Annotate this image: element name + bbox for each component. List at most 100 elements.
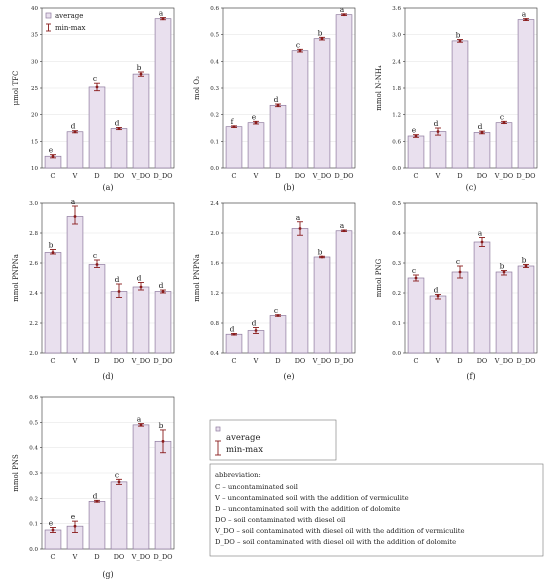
mean-marker	[161, 290, 165, 293]
bar-C	[407, 277, 425, 354]
mean-marker	[502, 121, 506, 125]
mean-marker	[139, 72, 143, 76]
abbreviation-item: C – uncontaminated soil	[215, 483, 298, 491]
bar-V_DO	[132, 424, 150, 550]
x-tick-label: D_DO	[153, 357, 172, 365]
chart-f: 0.0 0.1 0.2 0.3 0.4 0.5 mmol PNG c Cd Vc Da DO b V_DO…	[375, 201, 538, 381]
plot-frame	[41, 396, 175, 550]
mean-marker	[458, 270, 462, 274]
significance-letter: a	[340, 221, 345, 230]
bar-C	[407, 135, 425, 169]
panel-label: (d)	[102, 372, 113, 381]
bar-V	[247, 122, 265, 169]
abbreviation-item: DO – soil contaminated with diesel oil	[215, 516, 345, 524]
significance-letter: c	[93, 74, 97, 83]
panel-label: (c)	[466, 183, 477, 192]
significance-letter: e	[252, 112, 257, 121]
panel-label: (a)	[102, 183, 113, 192]
mean-marker	[161, 439, 165, 443]
bar-V_DO	[495, 122, 513, 169]
mean-marker	[95, 263, 99, 266]
y-tick-label: 0.3	[210, 86, 219, 92]
x-tick-label: D	[94, 553, 99, 561]
bar-D	[269, 315, 287, 354]
significance-letter: d	[159, 281, 164, 290]
y-tick-label: 0.5	[29, 420, 38, 426]
main-legend-label-average: average	[226, 433, 261, 443]
bar-D_DO	[517, 19, 535, 169]
x-tick-label: D	[94, 172, 99, 180]
main-legend-box	[209, 419, 337, 461]
chart-g: 0.0 0.1 0.2 0.3 0.4 0.5 0.6 mmol PNS e Ce Vd Dc DO a V…	[12, 395, 175, 579]
significance-letter: d	[115, 118, 120, 127]
bar-D_DO	[335, 230, 353, 354]
significance-letter: b	[522, 256, 527, 265]
chart-a: 10 15 20 25 30 35 40 μmol TFC e Cd Vc Dd DO b V_DO a D_D…	[12, 6, 175, 192]
y-tick-label: 1.2	[210, 291, 219, 297]
main-legend: average min-max	[209, 419, 337, 461]
bar-D	[88, 264, 106, 354]
mean-marker	[320, 37, 324, 41]
plot-frame	[404, 7, 538, 169]
y-tick-label: 0.1	[392, 321, 401, 327]
y-tick-label: 1.6	[210, 261, 219, 267]
x-tick-label: DO	[295, 172, 306, 180]
mean-marker	[436, 294, 440, 298]
y-tick-label: 0.3	[392, 261, 401, 267]
mean-marker	[161, 17, 165, 21]
y-tick-label: 0.5	[392, 201, 401, 207]
x-tick-label: DO	[114, 553, 125, 561]
x-tick-label: C	[232, 357, 237, 365]
significance-letter: c	[115, 470, 119, 479]
significance-letter: a	[478, 229, 483, 238]
y-tick-label: 2.0	[210, 231, 219, 237]
x-tick-label: DO	[114, 172, 125, 180]
significance-letter: c	[412, 266, 416, 275]
significance-letter: e	[49, 146, 54, 155]
y-tick-label: 2.4	[29, 291, 38, 297]
bar-D_DO	[154, 440, 172, 550]
bar-V_DO	[495, 271, 513, 354]
bar-DO	[291, 50, 309, 169]
bar-V	[429, 131, 447, 169]
bar-V	[66, 131, 84, 169]
bar-D	[88, 501, 106, 550]
panel-label: (g)	[102, 570, 113, 579]
plot-frame	[222, 7, 356, 169]
significance-letter: d	[434, 119, 439, 128]
y-tick-label: 0.4	[210, 351, 219, 357]
mean-marker	[298, 49, 302, 53]
y-tick-label: 0.4	[392, 231, 401, 237]
mean-marker	[95, 85, 99, 89]
mean-marker	[524, 264, 528, 268]
x-tick-label: V_DO	[131, 553, 150, 561]
mean-marker	[342, 13, 346, 17]
y-tick-label: 3.0	[29, 201, 38, 207]
mean-marker	[73, 215, 77, 218]
x-tick-label: C	[414, 172, 419, 180]
x-tick-label: V_DO	[131, 172, 150, 180]
abbreviation-title: abbreviation:	[215, 471, 261, 479]
y-tick-label: 2.4	[392, 59, 401, 65]
x-tick-label: V	[435, 172, 441, 180]
bar-D_DO	[154, 291, 172, 354]
bar-C	[44, 252, 62, 354]
y-tick-label: 25	[31, 86, 38, 92]
panel-label: (e)	[284, 372, 295, 381]
significance-letter: d	[93, 491, 98, 500]
y-axis-label: mmol N-NH₄	[375, 65, 383, 111]
x-tick-label: D	[275, 172, 280, 180]
x-tick-label: D_DO	[153, 172, 172, 180]
chart-c: 0.0 0.6 1.2 1.8 2.4 3.0 3.6 mmol N-NH₄ e Cd Vb Dd DO…	[375, 6, 538, 192]
y-tick-label: 3.0	[392, 33, 401, 39]
x-tick-label: DO	[295, 357, 306, 365]
y-tick-label: 0.2	[392, 291, 401, 297]
x-tick-label: V_DO	[494, 357, 513, 365]
significance-letter: e	[71, 512, 76, 521]
y-tick-label: 2.6	[29, 261, 38, 267]
bar-D	[88, 86, 106, 169]
mean-marker	[458, 39, 462, 43]
y-tick-label: 0.4	[29, 446, 38, 452]
y-tick-label: 0.6	[210, 6, 219, 12]
